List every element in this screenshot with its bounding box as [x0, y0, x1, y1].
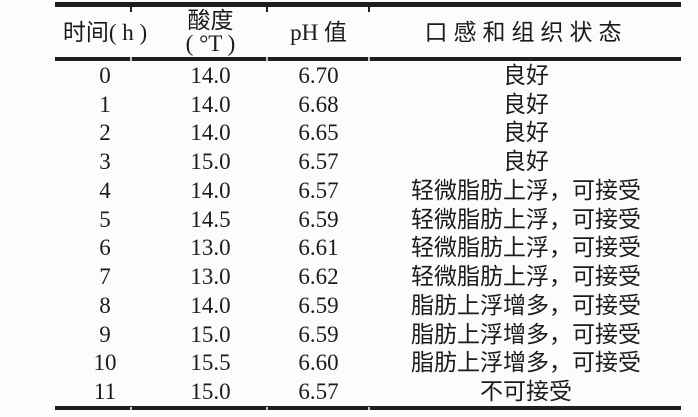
cell-state: 良好 — [503, 149, 549, 175]
cell-state: 脂肪上浮增多，可接受 — [411, 321, 641, 347]
table-row: 6 13.0 6.61 轻微脂肪上浮，可接受 — [55, 234, 681, 263]
cell-acidity: 14.0 — [190, 91, 231, 117]
column-header-acidity-label: 酸度 — [187, 8, 234, 33]
cell-ph: 6.59 — [298, 206, 339, 232]
table-row: 1 14.0 6.68 良好 — [55, 90, 681, 119]
column-header-acidity: 酸度 ( °T ) — [155, 4, 266, 61]
column-separator-stub — [130, 7, 132, 12]
table-row: 5 14.5 6.59 轻微脂肪上浮，可接受 — [55, 205, 681, 234]
cell-time: 1 — [99, 91, 111, 117]
cell-ph: 6.59 — [298, 321, 339, 347]
table-row: 8 14.0 6.59 脂肪上浮增多，可接受 — [55, 291, 681, 320]
cell-time: 0 — [99, 62, 111, 88]
cell-state: 轻微脂肪上浮，可接受 — [411, 177, 641, 203]
cell-time: 5 — [99, 206, 111, 232]
table-row: 0 14.0 6.70 良好 — [55, 59, 681, 90]
column-separator-stub — [368, 7, 370, 12]
cell-ph: 6.65 — [298, 120, 339, 146]
cell-acidity: 14.0 — [190, 292, 231, 318]
cell-ph: 6.68 — [298, 91, 339, 117]
cell-time: 7 — [99, 264, 111, 290]
cell-ph: 6.60 — [298, 350, 339, 376]
table-body: 0 14.0 6.70 良好 1 14.0 6.68 良好 2 14.0 6.6… — [55, 59, 681, 408]
column-header-state: 口感和组织状态 — [371, 4, 681, 61]
table-row: 7 13.0 6.62 轻微脂肪上浮，可接受 — [55, 262, 681, 291]
table-row: 4 14.0 6.57 轻微脂肪上浮，可接受 — [55, 176, 681, 205]
rule-break-artifact — [130, 57, 132, 61]
column-header-acidity-unit: ( °T ) — [185, 31, 236, 56]
cell-acidity: 15.5 — [190, 350, 231, 376]
rule-break-artifact — [266, 57, 268, 61]
table-header: 时间( h ) 酸度 ( °T ) pH 值 口感和组织状态 — [55, 4, 681, 61]
table-row: 2 14.0 6.65 良好 — [55, 119, 681, 148]
cell-state: 轻微脂肪上浮，可接受 — [411, 206, 641, 232]
cell-ph: 6.57 — [298, 149, 339, 175]
cell-time: 4 — [99, 177, 111, 203]
cell-state: 良好 — [503, 91, 549, 117]
cell-acidity: 14.0 — [190, 62, 231, 88]
cell-time: 10 — [93, 350, 117, 376]
cell-time: 6 — [99, 235, 111, 261]
cell-acidity: 14.0 — [190, 177, 231, 203]
cell-ph: 6.59 — [298, 292, 339, 318]
cell-time: 9 — [99, 321, 111, 347]
cell-time: 8 — [99, 292, 111, 318]
cell-acidity: 14.0 — [190, 120, 231, 146]
cell-time: 11 — [93, 379, 117, 405]
cell-acidity: 14.5 — [190, 206, 231, 232]
column-header-ph: pH 值 — [266, 4, 371, 61]
cell-ph: 6.62 — [298, 264, 339, 290]
rule-break-artifact — [368, 407, 370, 411]
table-row: 10 15.5 6.60 脂肪上浮增多，可接受 — [55, 349, 681, 378]
cell-state: 良好 — [503, 62, 549, 88]
data-table: 时间( h ) 酸度 ( °T ) pH 值 口感和组织状态 0 14.0 6.… — [55, 2, 681, 410]
cell-state: 不可接受 — [480, 379, 572, 405]
cell-ph: 6.70 — [298, 62, 339, 88]
cell-time: 3 — [99, 149, 111, 175]
cell-time: 2 — [99, 120, 111, 146]
cell-ph: 6.61 — [298, 235, 339, 261]
column-separator-stub — [266, 7, 268, 12]
cell-acidity: 15.0 — [190, 149, 231, 175]
cell-state: 脂肪上浮增多，可接受 — [411, 292, 641, 318]
cell-state: 良好 — [503, 120, 549, 146]
cell-ph: 6.57 — [298, 379, 339, 405]
rule-break-artifact — [266, 407, 268, 411]
column-header-time: 时间( h ) — [55, 4, 155, 61]
cell-ph: 6.57 — [298, 177, 339, 203]
cell-acidity: 13.0 — [190, 235, 231, 261]
cell-acidity: 13.0 — [190, 264, 231, 290]
table-row: 9 15.0 6.59 脂肪上浮增多，可接受 — [55, 320, 681, 349]
cell-state: 轻微脂肪上浮，可接受 — [411, 264, 641, 290]
rule-break-artifact — [368, 57, 370, 61]
table-row: 3 15.0 6.57 良好 — [55, 147, 681, 176]
cell-acidity: 15.0 — [190, 321, 231, 347]
cell-state: 轻微脂肪上浮，可接受 — [411, 235, 641, 261]
table-row: 11 15.0 6.57 不可接受 — [55, 377, 681, 408]
cell-acidity: 15.0 — [190, 379, 231, 405]
cell-state: 脂肪上浮增多，可接受 — [411, 350, 641, 376]
rule-break-artifact — [130, 407, 132, 411]
header-row: 时间( h ) 酸度 ( °T ) pH 值 口感和组织状态 — [55, 4, 681, 61]
